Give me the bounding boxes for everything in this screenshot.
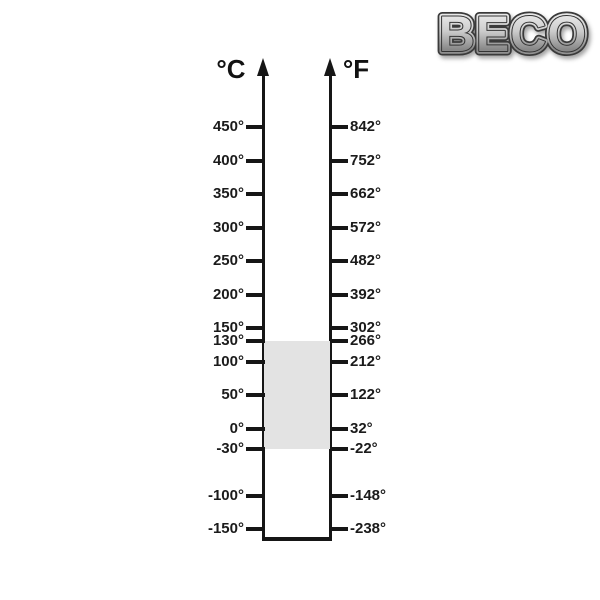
fahrenheit-tick-label: 266°: [350, 332, 382, 350]
fahrenheit-tick-label: 842°: [350, 118, 382, 135]
fahrenheit-tick-mark: [330, 393, 348, 397]
celsius-axis-arrow-icon: [257, 58, 269, 76]
celsius-tick-mark: [246, 359, 265, 364]
axis-baseline: [262, 537, 332, 541]
celsius-tick-mark: [246, 493, 265, 498]
fahrenheit-tick-mark: [330, 292, 348, 297]
celsius-tick-label: -30°: [216, 439, 244, 457]
logo-text: BECO: [439, 6, 587, 62]
celsius-tick-label: 150°: [212, 319, 244, 336]
fahrenheit-tick-label: 482°: [350, 252, 382, 269]
highlight-range-band: [264, 341, 330, 449]
fahrenheit-tick-mark: [330, 158, 348, 163]
fahrenheit-tick-mark: [330, 339, 348, 344]
fahrenheit-tick-mark: [330, 446, 348, 451]
celsius-tick-label: 450°: [212, 118, 244, 135]
fahrenheit-tick-mark: [330, 225, 348, 230]
celsius-tick-label: 400°: [212, 151, 244, 169]
celsius-tick-mark: [246, 393, 265, 397]
fahrenheit-tick-label: 392°: [350, 285, 382, 303]
celsius-tick-mark: [246, 192, 265, 196]
celsius-tick-label: 300°: [212, 218, 244, 236]
fahrenheit-tick-mark: [330, 259, 348, 263]
fahrenheit-tick-mark: [330, 493, 348, 498]
celsius-tick-mark: [246, 426, 265, 431]
fahrenheit-tick-mark: [330, 359, 348, 364]
celsius-tick-label: 130°: [212, 332, 244, 350]
beco-logo: BECO BECO BECO: [428, 2, 598, 67]
celsius-tick-label: 50°: [221, 386, 244, 403]
fahrenheit-tick-label: -238°: [350, 520, 387, 537]
fahrenheit-tick-label: 302°: [350, 319, 382, 336]
celsius-axis-title: °C: [216, 54, 246, 84]
celsius-tick-label: -150°: [207, 520, 244, 537]
beco-logo-graphic: BECO BECO BECO: [434, 2, 590, 67]
celsius-tick-label: 350°: [212, 185, 244, 202]
celsius-tick-mark: [246, 125, 265, 129]
celsius-tick-mark: [246, 259, 265, 263]
fahrenheit-tick-label: 32°: [350, 419, 373, 437]
celsius-tick-mark: [246, 326, 265, 330]
fahrenheit-tick-label: -148°: [350, 486, 387, 504]
celsius-tick-label: 200°: [212, 285, 244, 303]
celsius-tick-label: 100°: [212, 352, 244, 370]
celsius-tick-mark: [246, 225, 265, 230]
fahrenheit-tick-label: 752°: [350, 151, 382, 169]
celsius-tick-mark: [246, 527, 265, 531]
celsius-tick-label: -100°: [207, 486, 244, 504]
fahrenheit-tick-label: 662°: [350, 185, 382, 202]
celsius-tick-mark: [246, 292, 265, 297]
fahrenheit-tick-label: 212°: [350, 352, 382, 370]
celsius-tick-mark: [246, 339, 265, 344]
celsius-tick-label: 250°: [212, 252, 244, 269]
fahrenheit-tick-mark: [330, 125, 348, 129]
logo-text-band: BECO: [439, 6, 587, 62]
logo-text-outline: BECO: [439, 6, 587, 62]
celsius-tick-mark: [246, 446, 265, 451]
celsius-axis-line: [262, 72, 265, 541]
fahrenheit-tick-mark: [330, 326, 348, 330]
fahrenheit-tick-label: -22°: [350, 439, 378, 457]
fahrenheit-tick-mark: [330, 527, 348, 531]
fahrenheit-axis-line: [329, 72, 332, 541]
fahrenheit-axis-title: °F: [342, 54, 370, 84]
fahrenheit-tick-mark: [330, 192, 348, 196]
fahrenheit-axis-arrow-icon: [324, 58, 336, 76]
celsius-tick-mark: [246, 158, 265, 163]
fahrenheit-tick-mark: [330, 426, 348, 431]
fahrenheit-tick-label: 572°: [350, 218, 382, 236]
celsius-tick-label: 0°: [229, 419, 244, 437]
fahrenheit-tick-label: 122°: [350, 386, 382, 403]
